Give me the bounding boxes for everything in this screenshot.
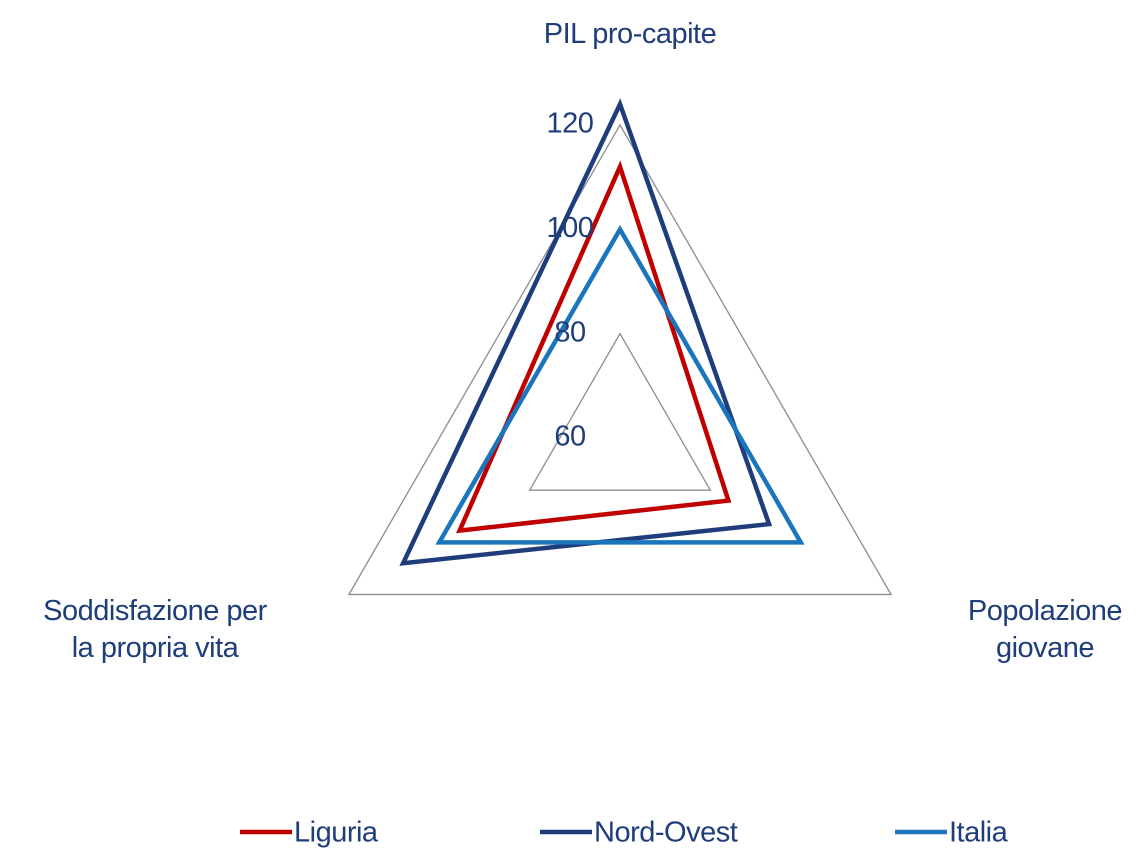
y-tick-label: 60 [554,421,585,453]
series-line [435,224,805,545]
y-tick-label: 100 [547,212,594,244]
category-label: Soddisfazione per la propria vita [43,595,267,664]
legend-label: Nord-Ovest [594,817,738,849]
category-label: PIL pro-capite [544,18,716,50]
category-label: Popolazione giovane [968,595,1122,664]
grid-line [528,332,712,491]
grid-line [347,123,893,596]
series-line [399,98,773,566]
legend-label: Italia [949,817,1009,849]
grid-line [438,228,802,543]
legend-label: Liguria [294,817,379,849]
series-line [455,160,732,534]
y-tick-label: 120 [547,108,594,140]
y-tick-label: 80 [554,316,585,348]
